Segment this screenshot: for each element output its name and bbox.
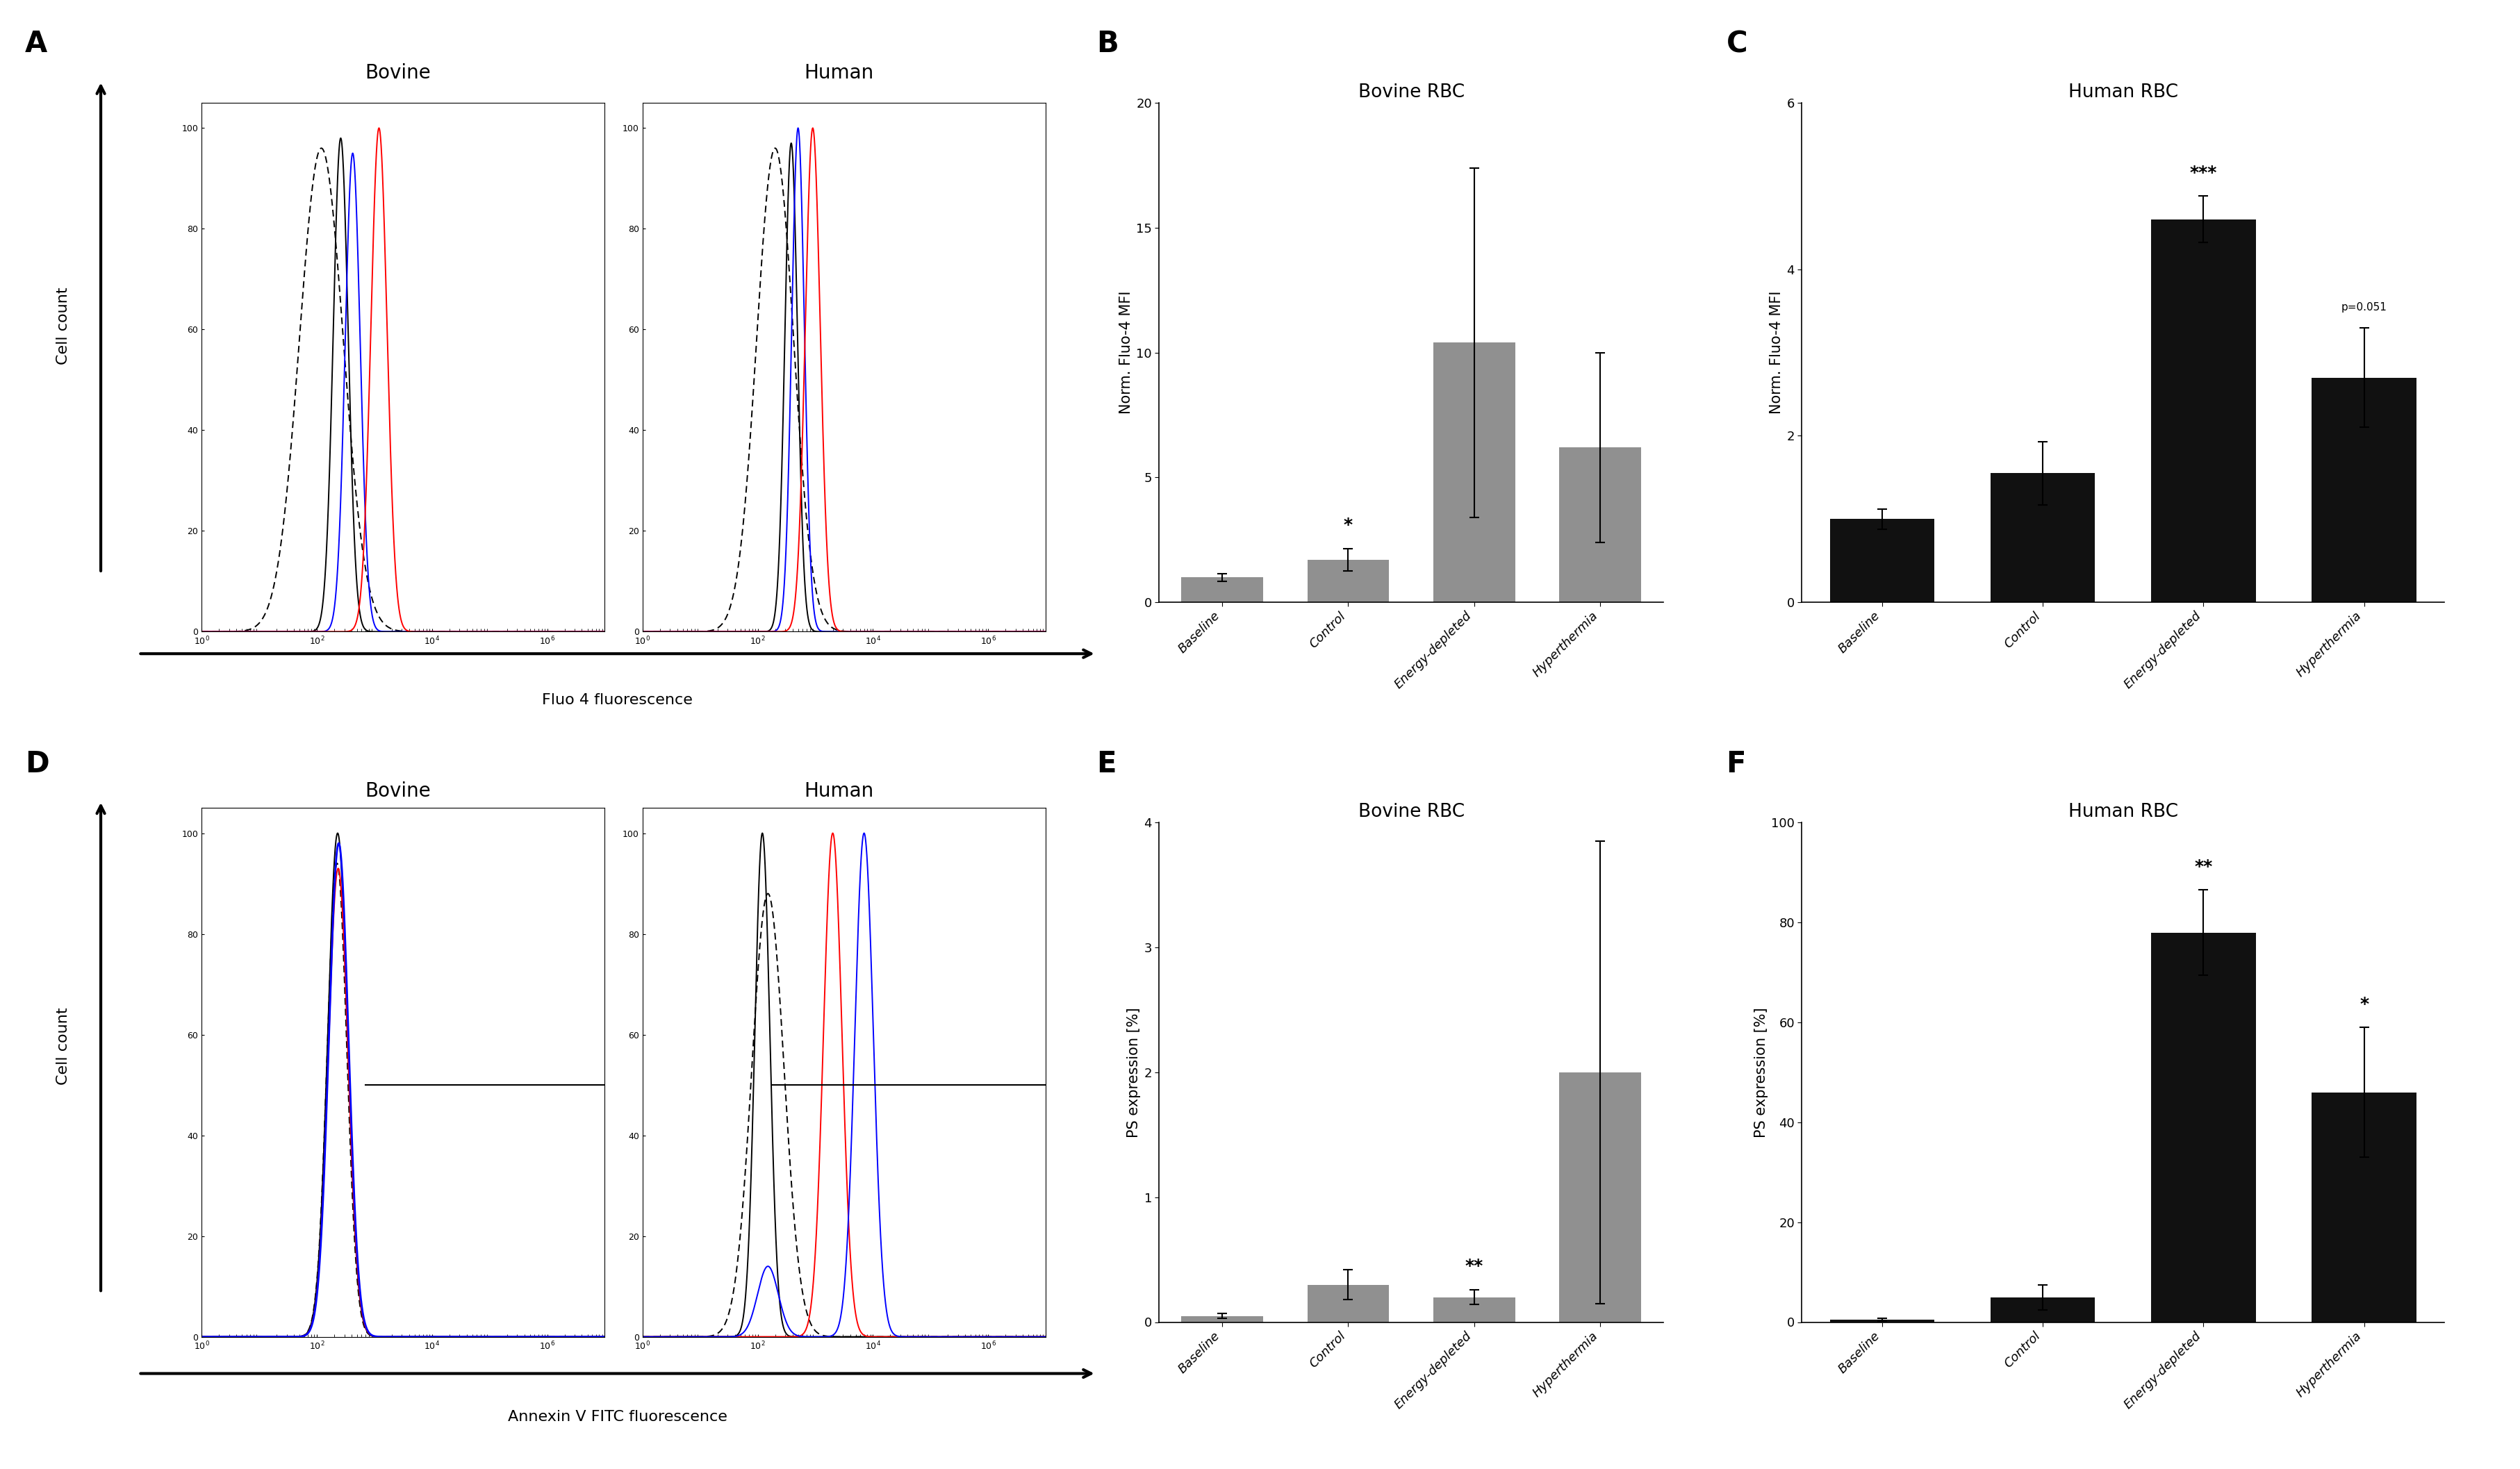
Text: E: E — [1096, 749, 1116, 779]
Title: Human RBC: Human RBC — [2069, 84, 2177, 101]
Text: Human: Human — [804, 782, 874, 801]
Text: **: ** — [1464, 1257, 1484, 1275]
Bar — [1434, 342, 1515, 602]
Text: *: * — [1343, 517, 1353, 533]
Text: Fluo 4 fluorescence: Fluo 4 fluorescence — [542, 693, 693, 707]
Text: *: * — [2359, 996, 2369, 1012]
Text: Cell count: Cell count — [55, 1008, 71, 1084]
Bar — [1308, 560, 1389, 602]
Text: **: ** — [2195, 858, 2213, 876]
Text: ***: *** — [2190, 165, 2218, 181]
Bar — [2311, 378, 2417, 602]
Bar — [1830, 519, 1935, 602]
Bar — [1560, 1072, 1641, 1322]
Text: F: F — [1726, 749, 1746, 779]
Y-axis label: PS expression [%]: PS expression [%] — [1754, 1008, 1769, 1137]
Bar — [2311, 1093, 2417, 1322]
Bar — [1560, 448, 1641, 602]
Bar — [1991, 1297, 2094, 1322]
Bar — [2152, 219, 2255, 602]
Y-axis label: Norm. Fluo-4 MFI: Norm. Fluo-4 MFI — [1769, 291, 1784, 414]
Text: Human: Human — [804, 63, 874, 82]
Text: Annexin V FITC fluorescence: Annexin V FITC fluorescence — [507, 1410, 728, 1423]
Text: Bovine: Bovine — [365, 63, 431, 82]
Bar — [1830, 1319, 1935, 1322]
Bar — [1308, 1284, 1389, 1322]
Bar — [1182, 577, 1263, 602]
Title: Human RBC: Human RBC — [2069, 804, 2177, 821]
Text: Bovine: Bovine — [365, 782, 431, 801]
Text: A: A — [25, 29, 48, 59]
Text: C: C — [1726, 29, 1746, 59]
Title: Bovine RBC: Bovine RBC — [1358, 804, 1464, 821]
Title: Bovine RBC: Bovine RBC — [1358, 84, 1464, 101]
Bar — [2152, 933, 2255, 1322]
Bar — [1991, 473, 2094, 602]
Text: B: B — [1096, 29, 1119, 59]
Bar — [1434, 1297, 1515, 1322]
Text: D: D — [25, 749, 50, 779]
Y-axis label: PS expression [%]: PS expression [%] — [1126, 1008, 1142, 1137]
Y-axis label: Norm. Fluo-4 MFI: Norm. Fluo-4 MFI — [1119, 291, 1134, 414]
Text: p=0.051: p=0.051 — [2341, 303, 2386, 313]
Bar — [1182, 1316, 1263, 1322]
Text: Cell count: Cell count — [55, 288, 71, 364]
